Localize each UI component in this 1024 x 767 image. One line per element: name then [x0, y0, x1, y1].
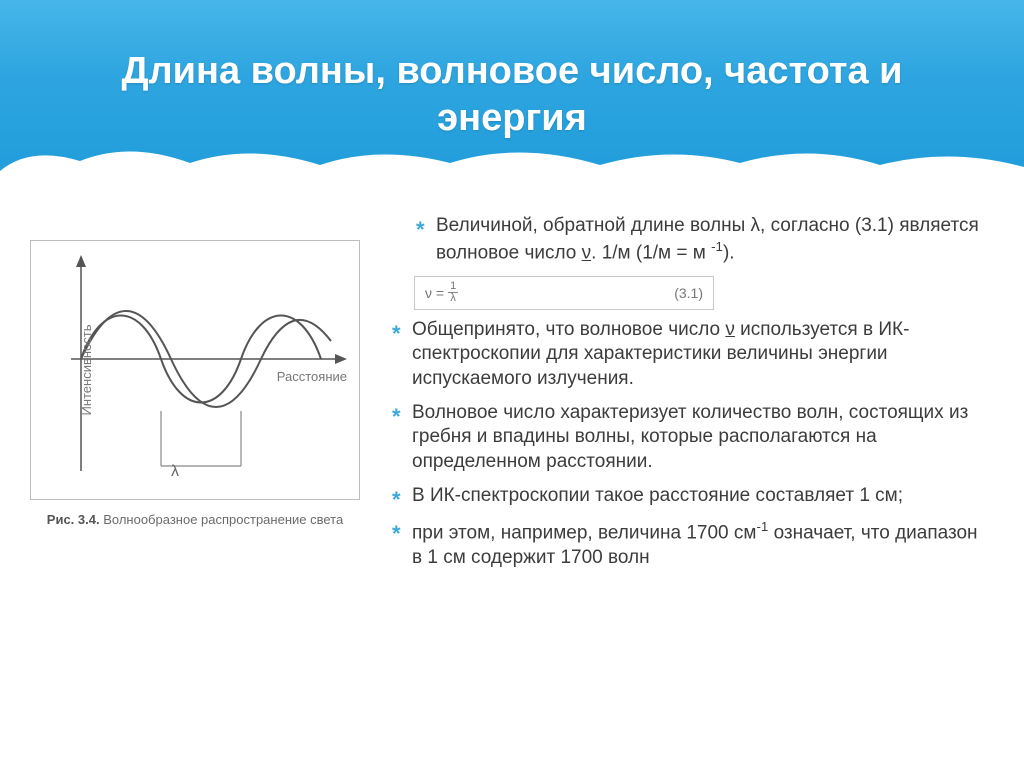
bullet-item: Общепринято, что волновое число ν исполь… — [390, 318, 984, 391]
text-column: Величиной, обратной длине волны λ, согла… — [380, 190, 1024, 767]
y-axis-label: Интенсивность — [79, 324, 94, 415]
bullet-item: В ИК-спектроскопии такое расстояние сост… — [390, 484, 984, 508]
slide-header: Длина волны, волновое число, частота и э… — [0, 0, 1024, 190]
formula-eq: ν =1λ — [425, 281, 458, 304]
figure-caption-text: Волнообразное распространение света — [103, 512, 343, 527]
bullet-item: при этом, например, величина 1700 см-1 о… — [390, 518, 984, 570]
x-axis-label: Расстояние — [277, 369, 347, 384]
slide-title: Длина волны, волновое число, частота и э… — [0, 48, 1024, 143]
bullet-item: Волновое число характеризует количество … — [390, 401, 984, 474]
bullet-list: Величиной, обратной длине волны λ, согла… — [390, 214, 984, 570]
cloud-divider — [0, 141, 1024, 191]
figure-caption: Рис. 3.4. Волнообразное распространение … — [30, 512, 360, 527]
figure-caption-prefix: Рис. 3.4. — [47, 512, 100, 527]
wave-figure: Интенсивность Расстояние λ — [30, 240, 360, 500]
formula-box: ν =1λ (3.1) — [414, 276, 714, 310]
lambda-label: λ — [171, 463, 179, 481]
slide-container: Длина волны, волновое число, частота и э… — [0, 0, 1024, 767]
formula-ref: (3.1) — [674, 285, 703, 301]
figure-column: Интенсивность Расстояние λ Рис. 3.4. Вол… — [0, 190, 380, 767]
bullet-item: Величиной, обратной длине волны λ, согла… — [414, 214, 984, 266]
content-row: Интенсивность Расстояние λ Рис. 3.4. Вол… — [0, 190, 1024, 767]
